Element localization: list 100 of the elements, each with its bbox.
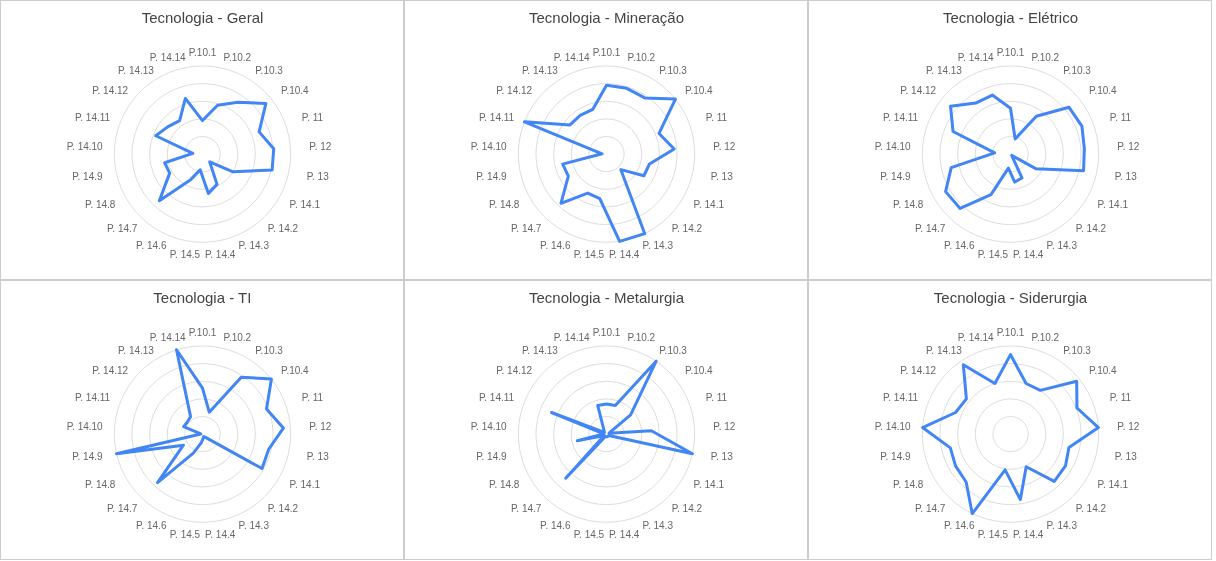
spoke-label: P. 14.8 <box>84 199 116 211</box>
spoke-label: P. 14.11 <box>882 391 919 403</box>
spoke-label: P. 14.5 <box>573 249 605 261</box>
spoke-label: P. 11 <box>301 391 324 403</box>
spoke-label: P. 12 <box>713 141 736 153</box>
spoke-label: P. 14.14 <box>957 331 995 343</box>
spoke-label: P. 14.1 <box>693 479 725 491</box>
spoke-label: P. 14.12 <box>496 85 533 97</box>
spoke-label: P. 14.1 <box>289 199 321 211</box>
spoke-label: P.10.4 <box>1089 365 1118 377</box>
spoke-label: P.10.4 <box>281 365 310 377</box>
spoke-label: P. 14.3 <box>642 520 674 532</box>
spoke-label: P. 14.6 <box>944 240 975 252</box>
spoke-label: P.10.2 <box>627 51 656 63</box>
spoke-label: P. 14.9 <box>476 171 507 183</box>
spoke-label: P. 14.13 <box>925 64 963 76</box>
spoke-label: P. 14.12 <box>92 85 129 97</box>
spoke-label: P. 13 <box>1114 451 1138 463</box>
spoke-label: P. 14.13 <box>521 344 559 356</box>
chart-title: Tecnologia - Metalurgia <box>528 288 685 306</box>
spoke-label: P.10.1 <box>592 327 621 339</box>
spoke-label: P. 14.11 <box>74 111 111 123</box>
spoke-label: P. 14.7 <box>510 223 542 235</box>
spoke-label: P. 14.12 <box>900 365 937 377</box>
spoke-label: P. 14.9 <box>476 451 507 463</box>
spoke-label: P.10.1 <box>996 47 1025 59</box>
spoke-label: P. 14.12 <box>92 365 129 377</box>
spoke-label: P. 13 <box>710 451 734 463</box>
spoke-label: P.10.3 <box>1063 64 1092 76</box>
spoke-label: P. 14.5 <box>977 249 1009 261</box>
spoke-label: P. 14.10 <box>470 141 508 153</box>
spoke-label: P. 12 <box>309 141 332 153</box>
spoke-label: P.10.4 <box>1089 85 1118 97</box>
spoke-label: P. 14.9 <box>72 451 103 463</box>
spoke-label: P. 14.6 <box>136 240 167 252</box>
spoke-label: P.10.4 <box>281 85 310 97</box>
spoke-label: P. 14.13 <box>925 344 963 356</box>
spoke-label: P. 14.6 <box>540 520 571 532</box>
spoke-label: P.10.2 <box>1031 331 1060 343</box>
spoke-label: P. 11 <box>1109 391 1132 403</box>
spoke-label: P. 14.13 <box>117 64 155 76</box>
spoke-label: P.10.2 <box>1031 51 1060 63</box>
spoke-label: P. 14.8 <box>892 199 924 211</box>
spoke-label: P. 14.4 <box>204 529 236 541</box>
spoke-label: P. 14.14 <box>553 51 591 63</box>
spoke-label: P.10.1 <box>188 47 217 59</box>
spoke-label: P. 14.4 <box>204 249 236 261</box>
spoke-label: P. 14.14 <box>149 331 187 343</box>
spoke-label: P. 14.8 <box>84 479 116 491</box>
spoke-label: P. 14.13 <box>521 64 559 76</box>
spoke-label: P. 14.4 <box>1012 529 1044 541</box>
chart-title: Tecnologia - TI <box>153 288 252 306</box>
spoke-label: P. 14.4 <box>1012 249 1044 261</box>
spoke-label: P. 14.10 <box>874 421 912 433</box>
spoke-label: P. 12 <box>309 421 332 433</box>
chart-title: Tecnologia - Siderurgia <box>933 288 1088 306</box>
spoke-label: P. 14.8 <box>488 199 520 211</box>
spoke-label: P. 13 <box>710 171 734 183</box>
spoke-label: P. 14.3 <box>642 240 674 252</box>
spoke-label: P.10.1 <box>996 327 1025 339</box>
spoke-label: P. 14.2 <box>267 223 299 235</box>
spoke-label: P. 14.10 <box>470 421 508 433</box>
spoke-label: P. 14.6 <box>944 520 975 532</box>
spoke-label: P. 14.3 <box>1046 240 1078 252</box>
spoke-label: P. 14.1 <box>289 479 321 491</box>
spoke-label: P. 14.3 <box>1046 520 1078 532</box>
spoke-label: P.10.2 <box>223 331 252 343</box>
spoke-label: P. 14.9 <box>72 171 103 183</box>
spoke-label: P. 14.8 <box>488 479 520 491</box>
spoke-label: P. 14.5 <box>169 249 201 261</box>
spoke-label: P.10.3 <box>255 64 284 76</box>
spoke-label: P. 14.5 <box>977 529 1009 541</box>
spoke-label: P. 14.12 <box>496 365 533 377</box>
spoke-label: P. 14.11 <box>478 111 515 123</box>
spoke-label: P. 14.4 <box>608 249 640 261</box>
spoke-label: P.10.4 <box>685 85 714 97</box>
spoke-label: P. 14.14 <box>553 331 591 343</box>
spoke-label: P. 14.2 <box>671 503 703 515</box>
spoke-label: P. 11 <box>301 111 324 123</box>
spoke-label: P. 14.7 <box>510 503 542 515</box>
spoke-label: P.10.1 <box>592 47 621 59</box>
spoke-label: P. 13 <box>306 451 330 463</box>
spoke-label: P.10.1 <box>188 327 217 339</box>
spoke-label: P. 14.11 <box>74 391 111 403</box>
chart-title: Tecnologia - Geral <box>141 8 264 26</box>
spoke-label: P.10.3 <box>659 344 688 356</box>
spoke-label: P. 14.2 <box>1075 223 1107 235</box>
spoke-label: P. 14.3 <box>238 240 270 252</box>
spoke-label: P. 14.11 <box>882 111 919 123</box>
spoke-label: P. 14.8 <box>892 479 924 491</box>
chart-title: Tecnologia - Mineração <box>528 8 685 26</box>
spoke-label: P. 14.5 <box>169 529 201 541</box>
spoke-label: P. 14.2 <box>1075 503 1107 515</box>
spoke-label: P.10.2 <box>223 51 252 63</box>
spoke-label: P. 14.11 <box>478 391 515 403</box>
spoke-label: P.10.3 <box>255 344 284 356</box>
spoke-label: P. 12 <box>713 421 736 433</box>
spoke-label: P. 14.10 <box>874 141 912 153</box>
spoke-label: P. 14.12 <box>900 85 937 97</box>
spoke-label: P.10.4 <box>685 365 714 377</box>
